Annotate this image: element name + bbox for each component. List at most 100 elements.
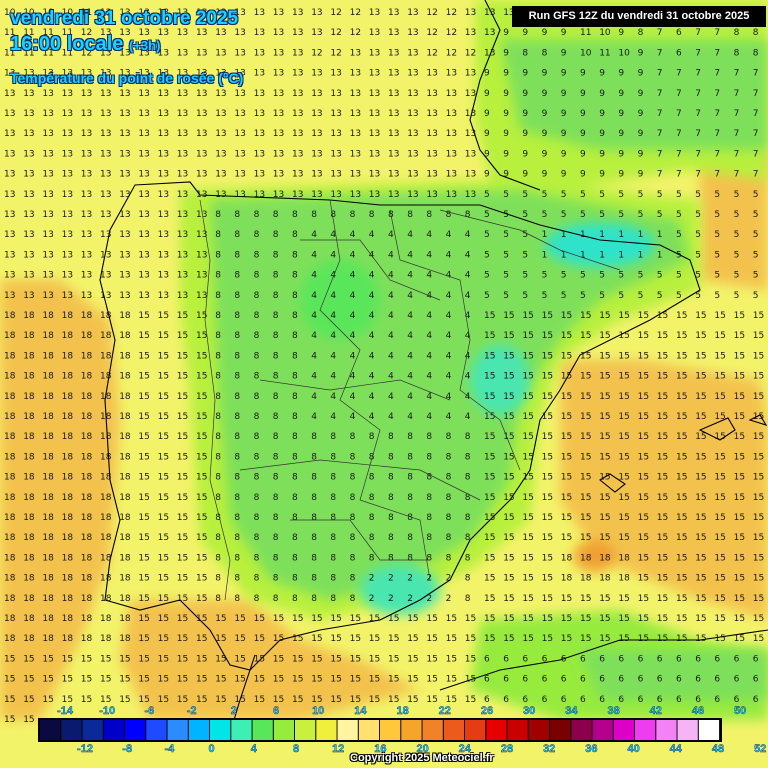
parameter-title: Température du point de rosée (°C) [10, 70, 244, 86]
grid-value: 7 [676, 170, 682, 180]
grid-value: 8 [388, 452, 394, 462]
grid-value: 15 [753, 473, 764, 483]
grid-value: 4 [465, 392, 471, 402]
grid-value: 18 [119, 372, 131, 382]
grid-value: 4 [407, 351, 413, 361]
grid-value: 18 [119, 533, 131, 543]
grid-value: 15 [177, 614, 188, 624]
grid-value: 13 [177, 129, 188, 139]
grid-value: 15 [158, 513, 169, 523]
grid-value: 15 [484, 513, 495, 523]
grid-value: 13 [196, 291, 207, 301]
grid-value: 15 [657, 634, 668, 644]
grid-value: 15 [542, 493, 553, 503]
colorbar-swatch [167, 720, 188, 740]
grid-value: 9 [542, 109, 548, 119]
grid-value: 8 [215, 210, 221, 220]
grid-value: 13 [4, 190, 15, 200]
grid-value: 15 [484, 533, 495, 543]
colorbar-swatch [656, 720, 677, 740]
grid-value: 13 [138, 291, 149, 301]
grid-value: 8 [273, 513, 279, 523]
grid-value: 15 [599, 351, 610, 361]
grid-value: 7 [695, 69, 701, 79]
grid-value: 13 [273, 129, 284, 139]
grid-value: 2 [426, 574, 432, 584]
grid-value: 4 [369, 230, 375, 240]
grid-value: 13 [177, 8, 188, 18]
grid-value: 13 [254, 170, 265, 180]
grid-value: 13 [407, 89, 418, 99]
grid-value: 8 [753, 28, 759, 38]
grid-value: 8 [369, 452, 375, 462]
grid-value: 13 [292, 69, 303, 79]
grid-value: 15 [138, 634, 149, 644]
grid-value: 13 [119, 190, 130, 200]
grid-value: 8 [311, 210, 317, 220]
grid-value: 15 [695, 533, 706, 543]
grid-value: 15 [350, 634, 361, 644]
colorbar-swatch [677, 720, 698, 740]
grid-value: 15 [503, 513, 514, 523]
grid-value: 4 [426, 412, 432, 422]
grid-value: 8 [446, 473, 452, 483]
grid-value: 15 [522, 513, 533, 523]
grid-value: 18 [62, 311, 74, 321]
grid-value: 15 [522, 614, 533, 624]
grid-value: 15 [522, 412, 533, 422]
grid-value: 15 [177, 594, 188, 604]
grid-value: 15 [407, 675, 418, 685]
grid-value: 15 [599, 634, 610, 644]
grid-value: 9 [599, 129, 605, 139]
grid-value: 13 [119, 48, 130, 58]
grid-value: 15 [638, 493, 649, 503]
grid-value: 18 [81, 473, 93, 483]
grid-value: 13 [330, 149, 341, 159]
grid-value: 13 [426, 89, 437, 99]
grid-value: 11 [62, 48, 73, 58]
grid-value: 13 [388, 69, 399, 79]
grid-value: 9 [542, 89, 548, 99]
grid-value: 13 [42, 190, 53, 200]
grid-value: 13 [465, 8, 476, 18]
grid-value: 15 [158, 351, 169, 361]
grid-value: 15 [369, 695, 380, 705]
grid-value: 4 [350, 392, 356, 402]
grid-value: 15 [695, 331, 706, 341]
grid-value: 18 [42, 493, 54, 503]
grid-value: 13 [100, 89, 111, 99]
grid-value: 13 [196, 210, 207, 220]
grid-value: 15 [196, 351, 207, 361]
grid-value: 18 [81, 574, 93, 584]
grid-value: 13 [196, 129, 207, 139]
grid-value: 15 [657, 493, 668, 503]
grid-value: 15 [42, 695, 53, 705]
grid-value: 13 [465, 28, 476, 38]
grid-value: 18 [100, 311, 112, 321]
grid-value: 18 [4, 634, 16, 644]
grid-value: 13 [42, 230, 53, 240]
grid-value: 12 [426, 8, 437, 18]
grid-value: 13 [4, 170, 15, 180]
grid-value: 13 [158, 190, 169, 200]
grid-value: 13 [388, 28, 399, 38]
grid-value: 15 [522, 574, 533, 584]
grid-value: 13 [100, 48, 111, 58]
grid-value: 15 [618, 493, 629, 503]
grid-value: 6 [676, 695, 682, 705]
grid-value: 8 [273, 574, 279, 584]
grid-value: 15 [62, 675, 73, 685]
grid-value: 9 [561, 89, 567, 99]
grid-value: 18 [100, 331, 112, 341]
grid-value: 4 [350, 230, 356, 240]
grid-value: 5 [503, 210, 509, 220]
grid-value: 9 [503, 149, 509, 159]
grid-value: 15 [369, 675, 380, 685]
grid-value: 15 [580, 331, 591, 341]
grid-value: 4 [388, 271, 394, 281]
grid-value: 4 [465, 372, 471, 382]
grid-value: 13 [311, 28, 322, 38]
grid-value: 13 [119, 89, 130, 99]
grid-value: 15 [618, 372, 629, 382]
grid-value: 13 [446, 190, 457, 200]
